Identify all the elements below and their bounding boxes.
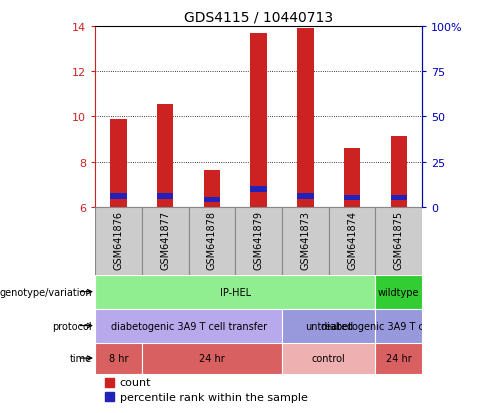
Text: genotype/variation: genotype/variation [0, 287, 92, 297]
Bar [110, 193, 127, 199]
Bar [157, 193, 173, 199]
Bar [95, 207, 142, 275]
Bar [95, 309, 282, 343]
Bar [329, 207, 375, 275]
Text: control: control [312, 353, 346, 363]
Bar [110, 119, 127, 207]
Bar [344, 149, 360, 207]
Bar [282, 207, 329, 275]
Text: protocol: protocol [52, 321, 92, 331]
Bar [375, 343, 422, 374]
Text: diabetogenic 3A9 T cell transfer: diabetogenic 3A9 T cell transfer [321, 321, 477, 331]
Bar [250, 186, 267, 193]
Bar [375, 275, 422, 309]
Text: GSM641879: GSM641879 [254, 210, 264, 269]
Bar [157, 104, 173, 207]
Text: wildtype: wildtype [378, 287, 420, 297]
Bar [188, 207, 235, 275]
Text: time: time [70, 353, 92, 363]
Bar [297, 29, 313, 207]
Bar [95, 275, 375, 309]
Bar [375, 207, 422, 275]
Bar [282, 309, 375, 343]
Bar [105, 378, 114, 387]
Text: GSM641878: GSM641878 [207, 210, 217, 269]
Bar [297, 193, 313, 199]
Bar [204, 198, 220, 203]
Bar [390, 196, 407, 201]
Text: IP-HEL: IP-HEL [220, 287, 251, 297]
Text: GSM641876: GSM641876 [114, 210, 123, 269]
Bar [204, 170, 220, 207]
Text: diabetogenic 3A9 T cell transfer: diabetogenic 3A9 T cell transfer [110, 321, 266, 331]
Text: 24 hr: 24 hr [386, 353, 412, 363]
Text: count: count [120, 377, 151, 387]
Text: untreated: untreated [305, 321, 353, 331]
Text: percentile rank within the sample: percentile rank within the sample [120, 392, 307, 402]
Text: GSM641875: GSM641875 [394, 210, 404, 269]
Bar [282, 343, 375, 374]
Text: GSM641874: GSM641874 [347, 210, 357, 269]
Text: GSM641877: GSM641877 [160, 210, 170, 269]
Bar [390, 136, 407, 207]
Bar [344, 196, 360, 201]
Bar [250, 33, 267, 207]
Bar [95, 343, 142, 374]
Bar [142, 207, 188, 275]
Bar [105, 392, 114, 401]
Text: GSM641873: GSM641873 [300, 210, 310, 269]
Bar [375, 309, 422, 343]
Bar [235, 207, 282, 275]
Title: GDS4115 / 10440713: GDS4115 / 10440713 [184, 10, 333, 24]
Bar [142, 343, 282, 374]
Text: 24 hr: 24 hr [199, 353, 225, 363]
Text: 8 hr: 8 hr [109, 353, 128, 363]
